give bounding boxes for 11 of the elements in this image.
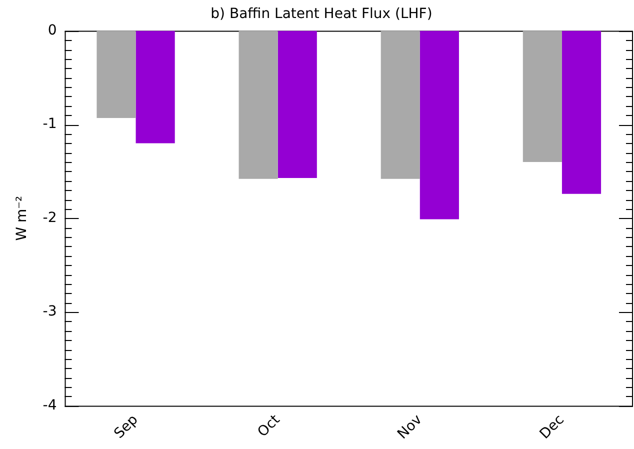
y-tick-label: -1	[42, 116, 57, 132]
y-tick-label: -2	[42, 210, 57, 226]
y-tick-label: 0	[48, 22, 57, 38]
y-tick-label: -3	[42, 304, 57, 320]
x-tick-label: Dec	[536, 412, 568, 442]
y-axis-title: W m⁻²	[14, 196, 30, 241]
chart-title: b) Baffin Latent Heat Flux (LHF)	[210, 6, 432, 22]
x-tick-label: Sep	[111, 412, 142, 442]
x-tick-label: Oct	[254, 411, 284, 440]
y-tick-label: -4	[42, 397, 57, 414]
x-tick-label: Nov	[394, 412, 426, 442]
